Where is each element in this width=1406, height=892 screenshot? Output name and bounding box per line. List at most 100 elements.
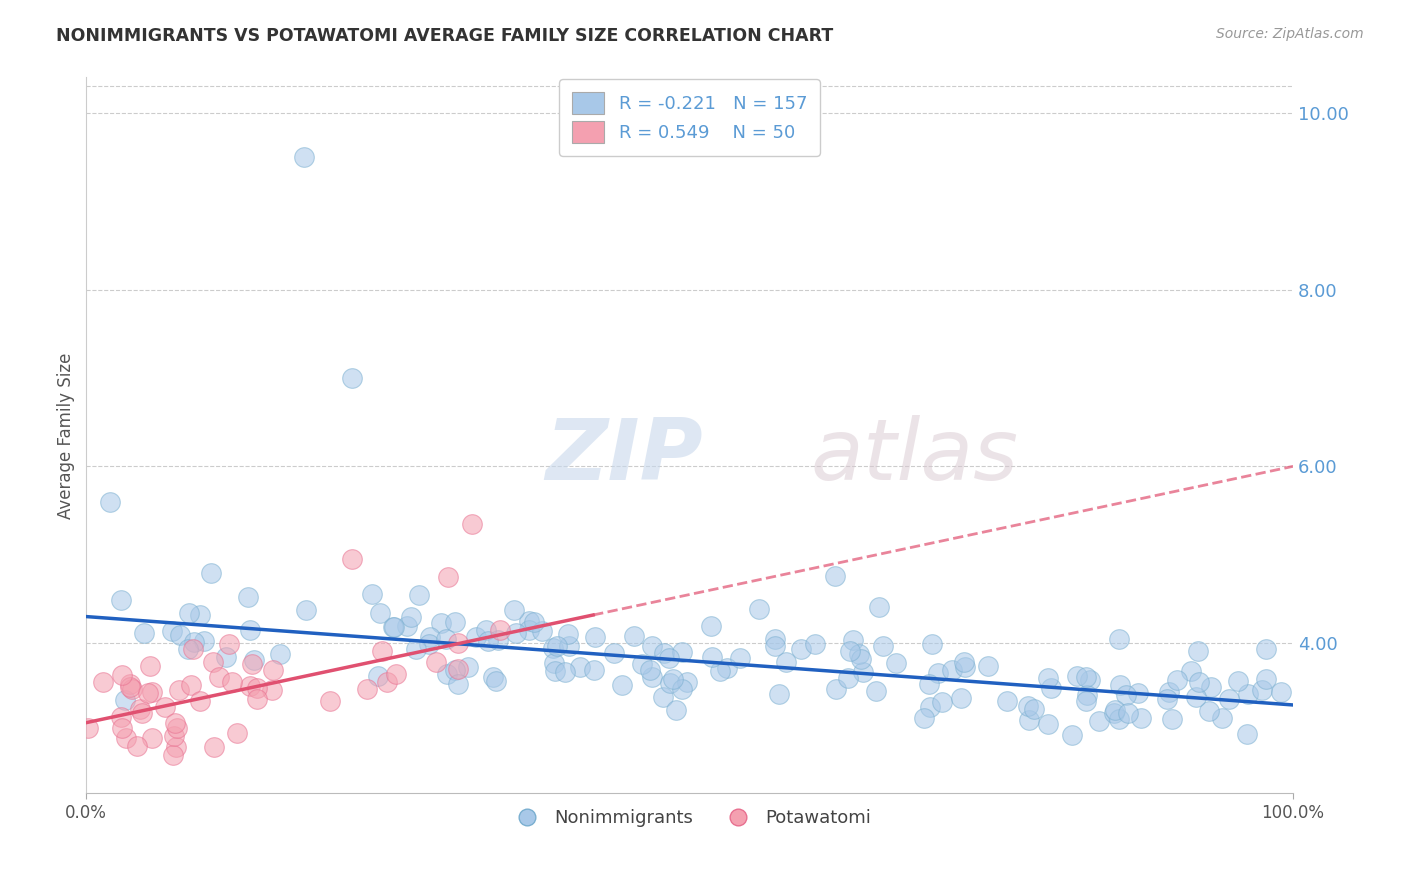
Point xyxy=(1187,644,1209,658)
Point xyxy=(1227,673,1250,688)
Point xyxy=(183,635,205,649)
Point xyxy=(1237,687,1260,701)
Point xyxy=(93,674,115,689)
Point xyxy=(179,606,201,620)
Point xyxy=(425,655,447,669)
Point xyxy=(188,607,211,622)
Point xyxy=(865,683,887,698)
Point xyxy=(1159,684,1181,698)
Text: Source: ZipAtlas.com: Source: ZipAtlas.com xyxy=(1216,27,1364,41)
Point xyxy=(461,516,484,531)
Point xyxy=(319,693,342,707)
Point xyxy=(825,682,848,697)
Point xyxy=(702,650,724,665)
Point xyxy=(180,677,202,691)
Point xyxy=(294,603,316,617)
Point xyxy=(709,664,731,678)
Point xyxy=(728,650,751,665)
Point xyxy=(367,668,389,682)
Point xyxy=(824,569,846,583)
Point xyxy=(163,730,186,744)
Point xyxy=(169,628,191,642)
Point xyxy=(531,624,554,638)
Text: NONIMMIGRANTS VS POTAWATOMI AVERAGE FAMILY SIZE CORRELATION CHART: NONIMMIGRANTS VS POTAWATOMI AVERAGE FAMI… xyxy=(56,27,834,45)
Point xyxy=(546,639,568,653)
Point xyxy=(1156,691,1178,706)
Point xyxy=(1199,680,1222,694)
Point xyxy=(361,587,384,601)
Point xyxy=(1236,727,1258,741)
Point xyxy=(165,739,187,754)
Point xyxy=(671,645,693,659)
Point xyxy=(136,686,159,700)
Point xyxy=(436,666,458,681)
Point xyxy=(517,614,540,628)
Point xyxy=(995,694,1018,708)
Point xyxy=(477,634,499,648)
Point xyxy=(1036,717,1059,731)
Text: atlas: atlas xyxy=(810,416,1018,499)
Point xyxy=(177,642,200,657)
Point xyxy=(447,662,470,676)
Point xyxy=(768,687,790,701)
Point xyxy=(1038,671,1060,685)
Point xyxy=(557,640,579,654)
Point xyxy=(190,694,212,708)
Point xyxy=(1166,673,1188,687)
Point xyxy=(447,636,470,650)
Point xyxy=(543,657,565,671)
Point xyxy=(225,726,247,740)
Point xyxy=(437,570,460,584)
Point xyxy=(488,623,510,637)
Point xyxy=(842,633,865,648)
Point xyxy=(240,657,263,671)
Point xyxy=(950,691,973,706)
Point xyxy=(602,646,624,660)
Point xyxy=(382,620,405,634)
Point xyxy=(110,593,132,607)
Legend: Nonimmigrants, Potawatomi: Nonimmigrants, Potawatomi xyxy=(502,802,877,834)
Point xyxy=(215,649,238,664)
Point xyxy=(408,588,430,602)
Point xyxy=(110,709,132,723)
Point xyxy=(912,711,935,725)
Point xyxy=(1211,711,1233,725)
Point xyxy=(1066,669,1088,683)
Point xyxy=(292,150,315,164)
Point xyxy=(541,641,564,656)
Point xyxy=(356,682,378,697)
Point xyxy=(1118,706,1140,720)
Point xyxy=(429,615,451,630)
Point xyxy=(141,731,163,745)
Point xyxy=(523,615,546,630)
Point xyxy=(166,721,188,735)
Point xyxy=(554,665,576,679)
Point xyxy=(111,721,134,735)
Point xyxy=(208,670,231,684)
Point xyxy=(557,627,579,641)
Point xyxy=(1185,690,1208,704)
Point xyxy=(1102,706,1125,720)
Point xyxy=(125,739,148,753)
Point xyxy=(1270,685,1292,699)
Point xyxy=(763,639,786,653)
Point xyxy=(716,661,738,675)
Text: ZIP: ZIP xyxy=(546,416,703,499)
Point xyxy=(1104,703,1126,717)
Point xyxy=(181,642,204,657)
Point xyxy=(918,700,941,714)
Point xyxy=(918,677,941,691)
Point xyxy=(457,659,479,673)
Point xyxy=(612,678,634,692)
Point xyxy=(269,647,291,661)
Point xyxy=(1251,682,1274,697)
Point xyxy=(941,664,963,678)
Point xyxy=(671,681,693,696)
Point xyxy=(884,656,907,670)
Point xyxy=(652,646,675,660)
Point xyxy=(444,615,467,630)
Point xyxy=(848,647,870,661)
Point xyxy=(583,630,606,644)
Point xyxy=(631,657,654,671)
Point xyxy=(131,706,153,720)
